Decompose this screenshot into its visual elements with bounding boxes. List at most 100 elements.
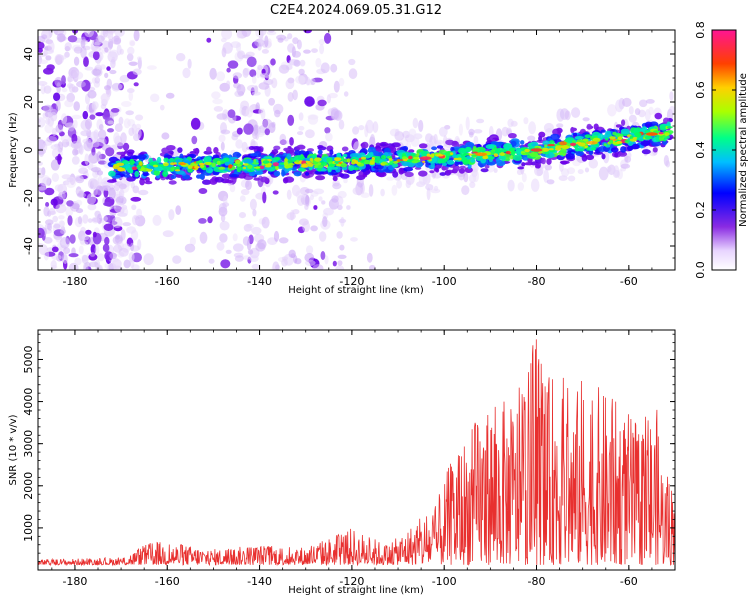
heatmap-cell bbox=[107, 120, 114, 125]
heatmap-cell bbox=[346, 158, 351, 163]
heatmap-cell bbox=[453, 157, 459, 161]
heatmap-cell bbox=[543, 169, 549, 183]
heatmap-cell bbox=[50, 144, 60, 150]
heatmap-cell bbox=[334, 157, 342, 162]
heatmap-cell bbox=[125, 110, 134, 116]
heatmap-cell bbox=[102, 110, 111, 121]
heatmap-cell bbox=[338, 119, 345, 130]
heatmap-cell bbox=[652, 147, 658, 153]
heatmap-cell bbox=[45, 55, 52, 61]
heatmap-cell bbox=[202, 179, 212, 185]
heatmap-cell bbox=[57, 153, 62, 165]
heatmap-cell bbox=[259, 165, 265, 170]
heatmap-cell bbox=[436, 154, 444, 157]
heatmap-cell bbox=[311, 48, 318, 53]
heatmap-cell bbox=[592, 137, 601, 143]
heatmap-cell bbox=[618, 151, 628, 157]
heatmap-cell bbox=[332, 260, 337, 267]
heatmap-cell bbox=[313, 165, 318, 169]
heatmap-cell bbox=[60, 220, 65, 228]
heatmap-cell bbox=[95, 112, 104, 117]
y-tick-label: 5000 bbox=[22, 345, 35, 373]
x-tick-label: -120 bbox=[339, 275, 364, 288]
heatmap-cell bbox=[67, 74, 72, 83]
heatmap-cell bbox=[76, 192, 87, 198]
heatmap-cell bbox=[609, 139, 614, 144]
heatmap-cell bbox=[627, 145, 634, 151]
heatmap-cell bbox=[208, 258, 215, 264]
heatmap-cell bbox=[232, 151, 241, 159]
heatmap-cell bbox=[507, 179, 515, 192]
heatmap-cell bbox=[89, 252, 96, 257]
heatmap-cell bbox=[107, 264, 116, 269]
heatmap-cell bbox=[120, 207, 129, 217]
heatmap-cell bbox=[214, 176, 225, 183]
heatmap-cell bbox=[148, 157, 154, 164]
heatmap-cell bbox=[669, 91, 674, 101]
heatmap-cell bbox=[287, 114, 295, 126]
heatmap-cell bbox=[172, 255, 182, 264]
heatmap-cell bbox=[135, 123, 142, 130]
heatmap-cell bbox=[97, 253, 105, 262]
heatmap-cell bbox=[127, 46, 135, 55]
heatmap-cell bbox=[516, 169, 523, 176]
heatmap-cell bbox=[264, 128, 270, 136]
heatmap-cell bbox=[333, 80, 340, 93]
y-tick-label: 0 bbox=[22, 147, 35, 154]
heatmap-cell bbox=[247, 164, 253, 169]
heatmap-cell bbox=[305, 129, 315, 139]
heatmap-cell bbox=[295, 190, 305, 199]
heatmap-cell bbox=[301, 163, 308, 168]
heatmap-cell bbox=[659, 124, 668, 131]
heatmap-cell bbox=[411, 160, 419, 164]
heatmap-cell bbox=[439, 172, 447, 176]
heatmap-cell bbox=[168, 180, 177, 185]
heatmap-cell bbox=[83, 140, 93, 152]
heatmap-cell bbox=[94, 76, 101, 84]
heatmap-cell bbox=[331, 195, 339, 203]
heatmap-cell bbox=[584, 145, 588, 148]
spectrogram-y-label: Frequency (Hz) bbox=[8, 112, 19, 188]
x-tick-label: -60 bbox=[620, 275, 638, 288]
heatmap-cell bbox=[369, 151, 374, 158]
heatmap-cell bbox=[564, 110, 571, 121]
heatmap-cell bbox=[130, 242, 135, 252]
heatmap-cell bbox=[304, 96, 315, 107]
heatmap-cell bbox=[498, 155, 507, 160]
heatmap-cell bbox=[281, 256, 288, 261]
heatmap-cell bbox=[83, 56, 89, 67]
heatmap-cell bbox=[163, 162, 169, 167]
heatmap-cell bbox=[249, 198, 257, 211]
heatmap-cell bbox=[503, 143, 513, 150]
heatmap-cell bbox=[288, 163, 295, 166]
heatmap-cell bbox=[550, 133, 560, 141]
heatmap-cell bbox=[396, 159, 401, 163]
heatmap-cell bbox=[136, 208, 143, 217]
heatmap-cell bbox=[131, 264, 140, 270]
heatmap-cell bbox=[336, 231, 343, 239]
heatmap-cell bbox=[418, 170, 428, 177]
heatmap-cell bbox=[324, 127, 331, 134]
heatmap-cell bbox=[115, 141, 125, 147]
heatmap-cell bbox=[252, 162, 260, 165]
heatmap-cell bbox=[242, 68, 249, 78]
heatmap-cell bbox=[319, 44, 325, 55]
heatmap-cell bbox=[294, 150, 302, 156]
y-tick-label: 1000 bbox=[22, 514, 35, 542]
heatmap-cell bbox=[451, 150, 456, 158]
heatmap-cell bbox=[73, 101, 80, 111]
heatmap-cell bbox=[288, 249, 296, 258]
heatmap-cell bbox=[239, 212, 246, 219]
heatmap-cell bbox=[335, 265, 345, 270]
heatmap-cell bbox=[612, 131, 617, 136]
heatmap-cell bbox=[348, 58, 356, 66]
heatmap-cell bbox=[251, 226, 262, 235]
y-tick-label: 3000 bbox=[22, 430, 35, 458]
heatmap-cell bbox=[92, 231, 97, 238]
heatmap-cell bbox=[452, 165, 460, 172]
heatmap-cell bbox=[249, 69, 257, 78]
heatmap-cell bbox=[78, 245, 84, 255]
heatmap-cell bbox=[126, 167, 134, 173]
heatmap-cell bbox=[243, 158, 254, 164]
heatmap-cell bbox=[322, 216, 328, 228]
